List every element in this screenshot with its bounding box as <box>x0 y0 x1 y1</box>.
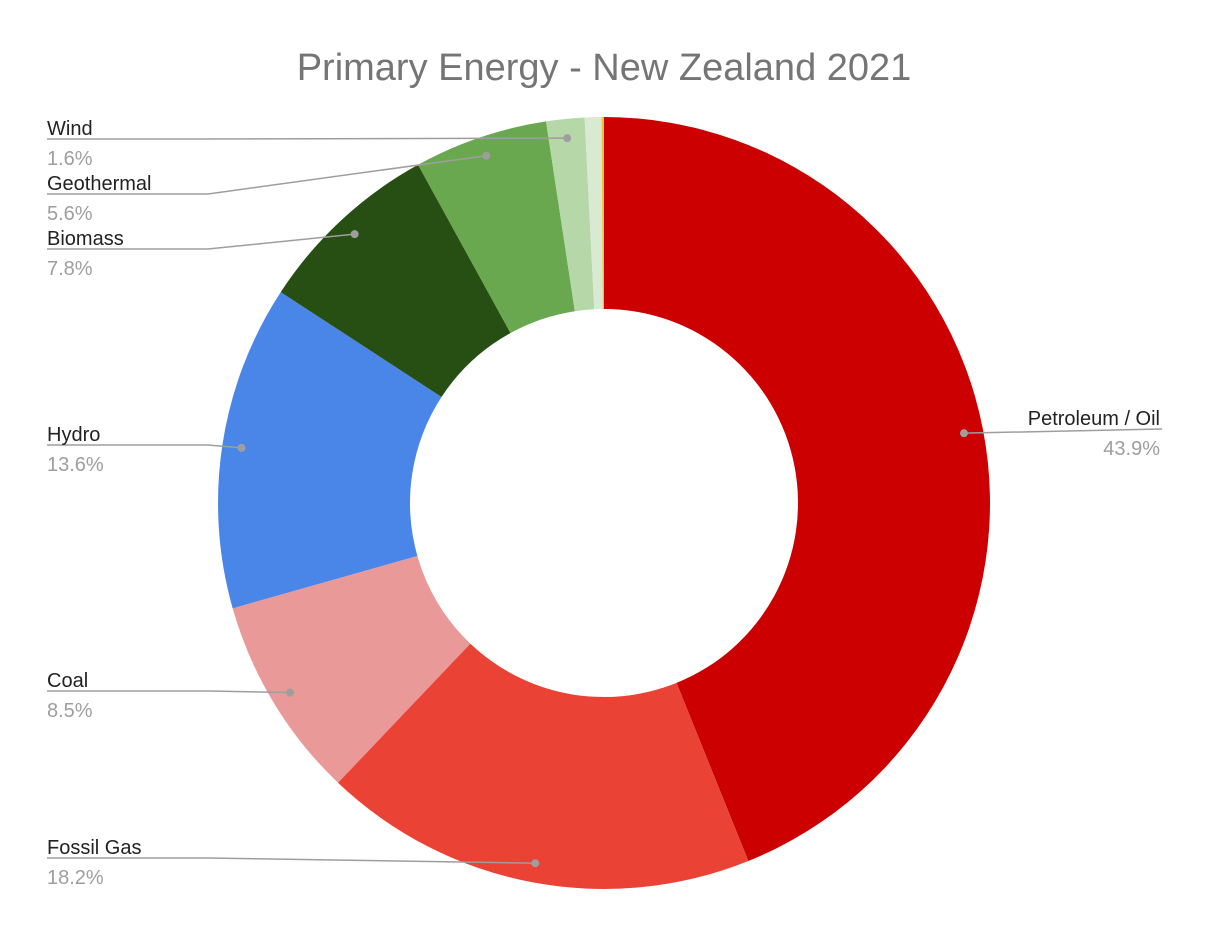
label-name-biomass: Biomass <box>47 228 124 250</box>
slice-hydro <box>218 292 442 609</box>
label-value-wind: 1.6% <box>47 148 93 170</box>
leader-line-geothermal <box>47 154 487 195</box>
label-value-hydro: 13.6% <box>47 454 104 476</box>
slices-group <box>218 117 990 889</box>
labels-group: Petroleum / Oil 43.9% Fossil Gas 18.2% Coal 8… <box>47 118 1163 889</box>
leader-dot-wind <box>563 134 572 143</box>
label-name-hydro: Hydro <box>47 424 100 446</box>
leader-dot-petroleum-oil <box>959 429 968 438</box>
slice-unlabeled-8 <box>601 117 604 310</box>
slice-fossil-gas <box>338 643 749 889</box>
label-name-wind: Wind <box>47 118 93 140</box>
label-value-geothermal: 5.6% <box>47 203 93 225</box>
slice-coal <box>232 555 471 783</box>
slice-unlabeled-7 <box>584 117 603 310</box>
leader-dot-hydro <box>237 443 246 452</box>
leader-line-hydro <box>47 444 242 449</box>
leader-line-coal <box>47 690 291 694</box>
label-name-fossil-gas: Fossil Gas <box>47 837 141 859</box>
leader-line-fossil-gas <box>47 857 536 864</box>
label-value-fossil-gas: 18.2% <box>47 867 104 889</box>
label-value-coal: 8.5% <box>47 700 93 722</box>
chart-title: Primary Energy - New Zealand 2021 <box>297 47 912 89</box>
label-value-biomass: 7.8% <box>47 258 93 280</box>
slice-geothermal <box>418 121 575 333</box>
leader-line-biomass <box>47 233 355 250</box>
leader-line-wind <box>47 137 568 140</box>
leader-dot-coal <box>286 688 295 697</box>
leader-dot-geothermal <box>482 151 491 160</box>
slice-wind <box>546 117 595 312</box>
slice-biomass <box>280 164 511 397</box>
slice-petroleum-oil <box>604 117 990 861</box>
leader-dot-fossil-gas <box>531 859 540 868</box>
leader-dot-biomass <box>350 230 359 239</box>
label-name-petroleum-oil: Petroleum / Oil <box>1028 408 1160 430</box>
leader-line-petroleum-oil <box>963 428 1163 434</box>
label-value-petroleum-oil: 43.9% <box>1103 438 1160 460</box>
label-name-geothermal: Geothermal <box>47 173 152 195</box>
label-name-coal: Coal <box>47 670 88 692</box>
